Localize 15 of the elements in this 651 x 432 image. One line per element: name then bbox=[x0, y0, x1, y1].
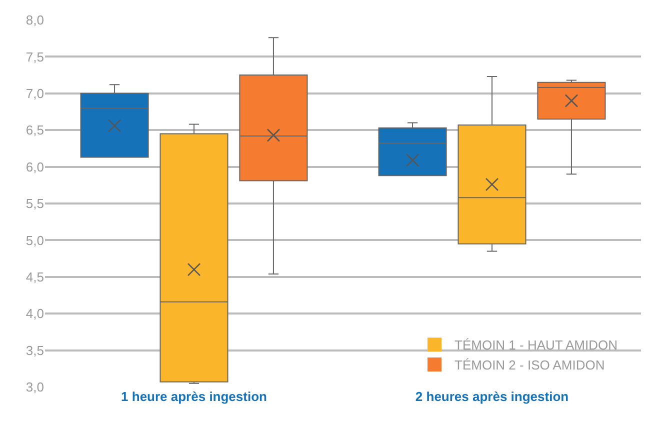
y-tick-label: 3,5 bbox=[26, 342, 44, 358]
y-tick-label: 4,0 bbox=[26, 306, 44, 322]
y-tick-label: 4,5 bbox=[26, 269, 44, 284]
x-tick-label: 1 heure après ingestion bbox=[121, 389, 268, 404]
y-tick-label: 6,0 bbox=[26, 159, 44, 174]
legend-label: TÉMOIN 1 - HAUT AMIDON bbox=[454, 338, 618, 353]
legend-label: TÉMOIN 2 - ISO AMIDON bbox=[454, 358, 605, 373]
y-tick-label: 5,5 bbox=[26, 196, 44, 212]
y-tick-label: 6,5 bbox=[26, 122, 44, 138]
y-tick-label: 8,0 bbox=[26, 12, 44, 28]
x-tick-label: 2 heures après ingestion bbox=[415, 389, 569, 404]
y-tick-label: 3,0 bbox=[26, 380, 44, 395]
y-tick-label: 7,5 bbox=[26, 49, 44, 64]
y-tick-label: 7,0 bbox=[26, 86, 44, 101]
y-tick-label: 5,0 bbox=[26, 232, 44, 248]
